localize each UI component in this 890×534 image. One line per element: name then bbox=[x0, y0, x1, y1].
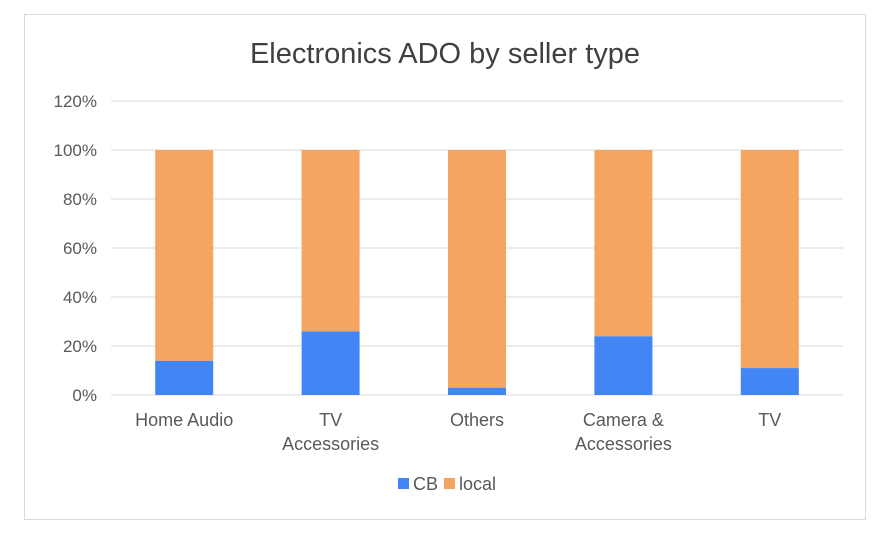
bars bbox=[155, 150, 799, 395]
legend-swatch-cb bbox=[398, 478, 409, 489]
y-tick-label: 0% bbox=[72, 386, 97, 405]
bar-cb bbox=[740, 368, 799, 395]
x-category-label-line: TV bbox=[758, 410, 781, 430]
bar-local bbox=[301, 150, 360, 332]
x-category-label: TV bbox=[758, 410, 781, 430]
x-category-label: Camera & Accessories bbox=[575, 410, 672, 454]
y-tick-label: 20% bbox=[63, 337, 97, 356]
legend-label-local: local bbox=[459, 474, 496, 494]
bar-local bbox=[740, 150, 799, 369]
bar-local bbox=[594, 150, 653, 337]
legend-label-cb: CB bbox=[413, 474, 438, 494]
bar-cb bbox=[301, 331, 360, 395]
x-axis-labels: Home Audio TV Accessories Others Camera & Acc… bbox=[135, 410, 781, 454]
x-category-label: TV Accessories bbox=[282, 410, 379, 454]
y-axis-ticks: 0% 20% 40% 60% 80% 100% 120% bbox=[54, 92, 97, 405]
y-tick-label: 80% bbox=[63, 190, 97, 209]
x-category-label-line: Accessories bbox=[575, 434, 672, 454]
bar-local bbox=[155, 150, 214, 361]
x-category-label-line: Others bbox=[450, 410, 504, 430]
legend-swatch-local bbox=[444, 478, 455, 489]
x-category-label-line: Home Audio bbox=[135, 410, 233, 430]
x-category-label-line: Accessories bbox=[282, 434, 379, 454]
bar-cb bbox=[448, 387, 506, 395]
x-category-label-line: TV bbox=[319, 410, 342, 430]
legend: CB local bbox=[398, 474, 496, 494]
chart-svg: Electronics ADO by seller type 0% 20% 40% 6… bbox=[54, 38, 843, 494]
y-tick-label: 120% bbox=[54, 92, 97, 111]
x-category-label-line: Camera & bbox=[583, 410, 664, 430]
bar-cb bbox=[155, 360, 214, 395]
y-tick-label: 100% bbox=[54, 141, 97, 160]
x-category-label: Home Audio bbox=[135, 410, 233, 430]
x-category-label: Others bbox=[450, 410, 504, 430]
bar-cb bbox=[594, 336, 653, 395]
y-tick-label: 60% bbox=[63, 239, 97, 258]
chart-title: Electronics ADO by seller type bbox=[250, 38, 640, 70]
chart-frame: Electronics ADO by seller type 0% 20% 40% 6… bbox=[24, 14, 866, 520]
y-tick-label: 40% bbox=[63, 288, 97, 307]
bar-local bbox=[448, 150, 506, 388]
